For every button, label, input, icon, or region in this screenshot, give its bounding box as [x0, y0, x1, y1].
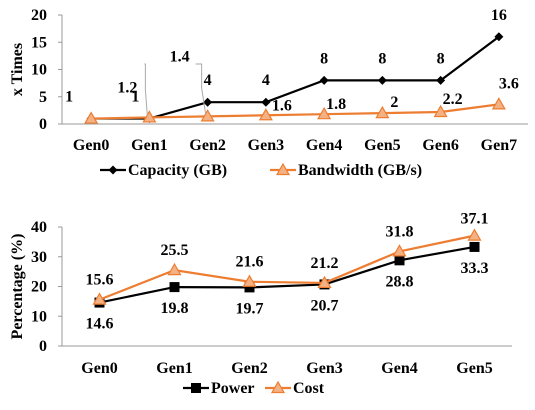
data-point [244, 282, 255, 293]
x-tick-label: Gen5 [364, 137, 400, 154]
data-point [261, 97, 271, 107]
data-point [467, 228, 482, 241]
legend-label: Cost [293, 380, 325, 397]
data-point [92, 292, 107, 305]
x-tick-label: Gen5 [456, 360, 492, 377]
data-point [494, 32, 504, 42]
chart-0: 0 5 10 15 20 x Times Gen0 Gen1 Gen2 Gen3 Gen4 Gen5 G… [9, 7, 528, 154]
data-label: 19.8 [161, 300, 189, 317]
data-point [242, 274, 257, 287]
data-point [167, 262, 182, 276]
x-tick-label: Gen3 [306, 360, 342, 377]
data-point [258, 108, 273, 121]
data-label: 8 [378, 50, 386, 67]
legend-marker-cost [270, 380, 286, 394]
data-point [491, 97, 506, 110]
series-line-cost [99, 234, 475, 301]
data-label: 1.2 [117, 79, 137, 96]
y-axis-label: Percentage (%) [9, 234, 26, 340]
data-label: 19.7 [236, 300, 264, 317]
chart-1: 0 10 20 30 40 Percentage (%) Gen0 Gen1 Gen2 Gen3 G… [9, 219, 512, 377]
data-label: 31.8 [386, 223, 414, 240]
x-tick-label: Gen4 [381, 360, 417, 377]
data-point [169, 282, 180, 293]
data-label: 33.3 [461, 260, 489, 277]
data-label: 1 [65, 89, 73, 106]
y-tick-label: 20 [31, 7, 47, 24]
data-label: 14.6 [86, 316, 114, 333]
data-point [375, 105, 390, 119]
x-tick-label: Gen0 [81, 360, 117, 377]
data-label: 21.6 [236, 254, 264, 271]
data-point [84, 111, 99, 124]
data-point [377, 75, 387, 85]
data-label: 2.2 [443, 91, 463, 108]
data-label: 4 [204, 72, 212, 89]
data-label: 1.8 [326, 96, 346, 113]
data-label: 16 [491, 7, 507, 24]
x-tick-label: Gen7 [481, 137, 517, 154]
y-tick-label: 5 [39, 89, 47, 106]
legend-label: Power [211, 380, 255, 397]
y-tick-label: 0 [39, 116, 47, 133]
data-label: 21.2 [311, 255, 339, 272]
y-axis-label: x Times [9, 43, 26, 96]
data-point [394, 255, 405, 266]
x-tick-label: Gen6 [422, 137, 458, 154]
y-tick-label: 20 [31, 279, 47, 296]
data-point [469, 241, 480, 252]
legend-label: Capacity (GB) [128, 162, 227, 179]
data-label: 15.6 [86, 272, 114, 289]
y-tick-label: 15 [31, 34, 47, 51]
data-point [436, 75, 446, 85]
data-point [319, 75, 329, 85]
data-label: 3.6 [499, 75, 519, 92]
data-point [433, 104, 448, 118]
data-label: 37.1 [461, 211, 489, 228]
data-label: 28.8 [386, 273, 414, 290]
data-point [317, 275, 332, 289]
x-tick-label: Gen2 [231, 360, 267, 377]
series-line-power [99, 245, 475, 304]
data-label: 4 [262, 72, 270, 89]
callout-leader-line [195, 63, 207, 115]
data-point [392, 244, 407, 257]
y-tick-label: 0 [39, 338, 47, 355]
data-point [142, 110, 157, 123]
data-point [203, 97, 213, 107]
data-label: 1 [131, 89, 139, 106]
series-line-bandwidth-gb-s [91, 103, 500, 120]
data-label: 1.4 [170, 48, 190, 65]
x-tick-label: Gen0 [73, 137, 109, 154]
y-tick-label: 10 [31, 62, 47, 79]
y-tick-label: 10 [31, 308, 47, 325]
data-label: 1.6 [272, 97, 292, 114]
data-label: 20.7 [311, 297, 339, 314]
x-tick-label: Gen1 [131, 137, 167, 154]
x-tick-label: Gen4 [306, 137, 342, 154]
x-tick-label: Gen1 [156, 360, 192, 377]
data-point [200, 109, 215, 122]
data-label: 25.5 [161, 242, 189, 259]
data-point [317, 106, 332, 120]
y-tick-label: 40 [31, 219, 47, 236]
x-tick-label: Gen3 [248, 137, 284, 154]
y-tick-label: 30 [31, 249, 47, 266]
legend-marker-power [191, 383, 201, 393]
legend-marker-capacity [108, 165, 118, 175]
series-line-capacity-gb [91, 35, 500, 120]
data-label: 2 [390, 94, 398, 111]
callout-leader-line [144, 63, 148, 117]
legend-marker-bandwidth [275, 162, 291, 176]
data-label: 8 [437, 50, 445, 67]
x-tick-label: Gen2 [189, 137, 225, 154]
data-label: 8 [320, 50, 328, 67]
legend-label: Bandwidth (GB/s) [298, 162, 422, 179]
